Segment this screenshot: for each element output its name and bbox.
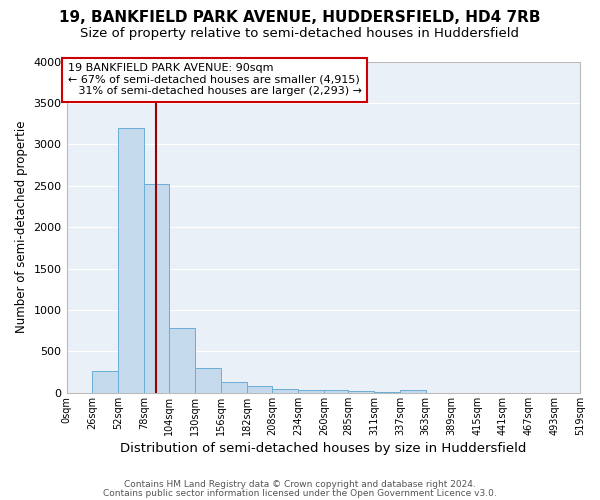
Text: 19 BANKFIELD PARK AVENUE: 90sqm
← 67% of semi-detached houses are smaller (4,915: 19 BANKFIELD PARK AVENUE: 90sqm ← 67% of…	[68, 63, 362, 96]
Text: 19, BANKFIELD PARK AVENUE, HUDDERSFIELD, HD4 7RB: 19, BANKFIELD PARK AVENUE, HUDDERSFIELD,…	[59, 10, 541, 25]
Text: Contains HM Land Registry data © Crown copyright and database right 2024.: Contains HM Land Registry data © Crown c…	[124, 480, 476, 489]
Bar	[324, 390, 349, 393]
Bar	[272, 389, 298, 393]
Y-axis label: Number of semi-detached propertie: Number of semi-detached propertie	[15, 121, 28, 334]
Text: Size of property relative to semi-detached houses in Huddersfield: Size of property relative to semi-detach…	[80, 28, 520, 40]
Text: Contains public sector information licensed under the Open Government Licence v3: Contains public sector information licen…	[103, 490, 497, 498]
Bar	[400, 390, 425, 393]
Bar	[92, 372, 118, 393]
Bar	[298, 390, 324, 393]
Bar	[374, 392, 400, 393]
Bar	[195, 368, 221, 393]
X-axis label: Distribution of semi-detached houses by size in Huddersfield: Distribution of semi-detached houses by …	[120, 442, 526, 455]
Bar	[221, 382, 247, 393]
Bar	[247, 386, 272, 393]
Bar	[144, 184, 169, 393]
Bar	[169, 328, 195, 393]
Bar	[118, 128, 144, 393]
Bar	[349, 391, 374, 393]
